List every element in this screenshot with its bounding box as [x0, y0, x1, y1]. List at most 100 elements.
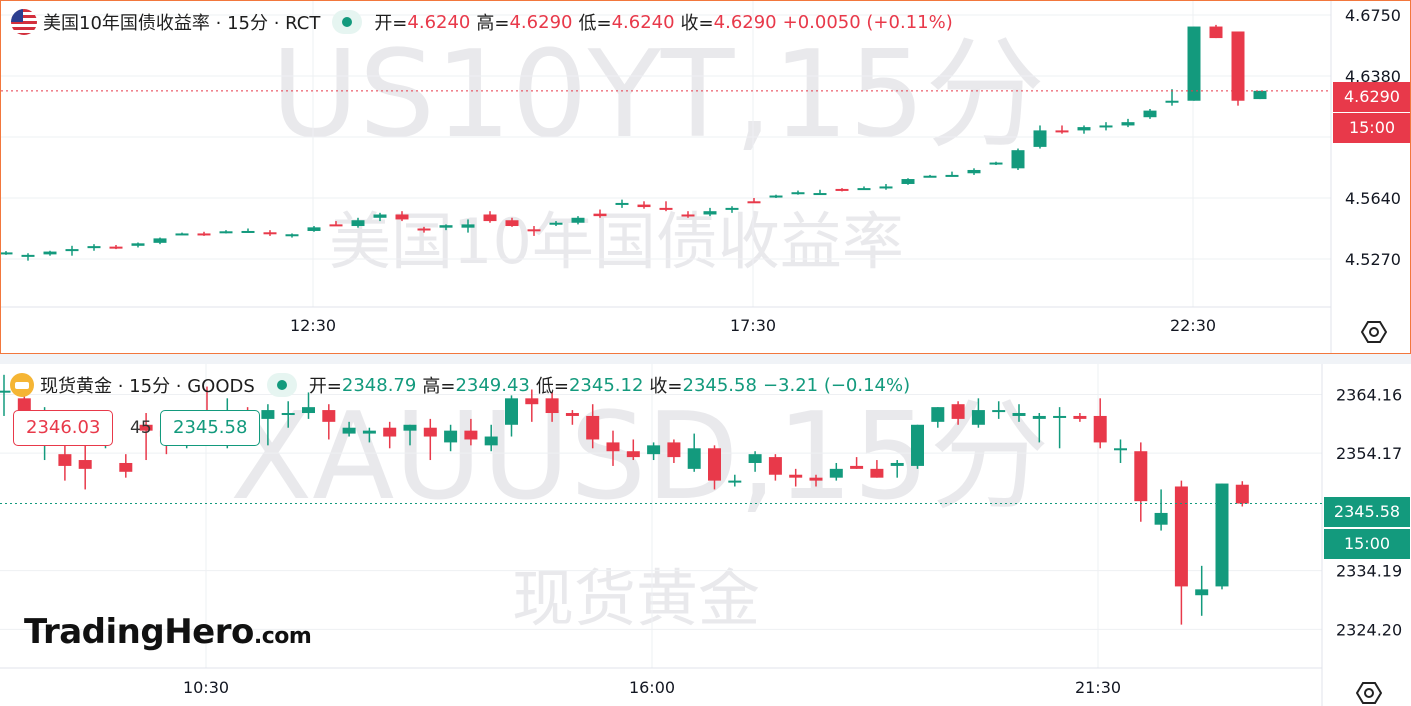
- candle[interactable]: [789, 468, 803, 487]
- gold-symbol-title[interactable]: 现货黄金 · 15分 · GOODS: [40, 376, 255, 397]
- candle[interactable]: [1121, 118, 1135, 128]
- candle[interactable]: [769, 194, 783, 198]
- candle[interactable]: [1165, 89, 1179, 106]
- candle[interactable]: [1253, 90, 1267, 100]
- candle[interactable]: [444, 424, 458, 452]
- candle[interactable]: [1077, 125, 1091, 134]
- candle[interactable]: [659, 201, 673, 212]
- candle[interactable]: [870, 460, 884, 478]
- candle[interactable]: [263, 230, 277, 236]
- candle[interactable]: [65, 245, 79, 256]
- candle[interactable]: [1055, 125, 1069, 134]
- candle[interactable]: [1209, 24, 1223, 39]
- candle[interactable]: [571, 216, 585, 225]
- candle[interactable]: [1174, 480, 1188, 625]
- candle[interactable]: [708, 445, 721, 490]
- candle[interactable]: [461, 219, 475, 233]
- candle[interactable]: [951, 401, 965, 425]
- candle[interactable]: [1032, 413, 1046, 443]
- candle[interactable]: [373, 212, 387, 222]
- candle[interactable]: [362, 427, 376, 443]
- yield-symbol-title[interactable]: 美国10年国债收益率 · 15分 · RCT: [43, 13, 321, 34]
- candle[interactable]: [703, 207, 717, 217]
- candle[interactable]: [219, 230, 233, 234]
- candle[interactable]: [809, 474, 823, 487]
- candle[interactable]: [989, 161, 1003, 166]
- candle[interactable]: [1, 251, 13, 255]
- candle[interactable]: [593, 209, 607, 218]
- candle[interactable]: [1231, 31, 1245, 106]
- candle[interactable]: [606, 430, 620, 466]
- candle[interactable]: [119, 454, 133, 478]
- candle[interactable]: [829, 462, 843, 481]
- candle[interactable]: [626, 439, 640, 461]
- candle[interactable]: [0, 374, 11, 416]
- candle[interactable]: [945, 171, 959, 177]
- candle[interactable]: [748, 451, 762, 472]
- candle[interactable]: [681, 211, 695, 218]
- candle[interactable]: [395, 211, 409, 222]
- candle[interactable]: [1143, 108, 1157, 119]
- buy-price-button[interactable]: 2345.58: [160, 410, 261, 446]
- candle[interactable]: [403, 424, 417, 446]
- candle[interactable]: [322, 404, 336, 440]
- candle[interactable]: [153, 237, 167, 245]
- candle[interactable]: [901, 178, 915, 185]
- candle[interactable]: [1134, 442, 1148, 522]
- candle[interactable]: [667, 439, 681, 463]
- candle[interactable]: [351, 217, 365, 228]
- candle[interactable]: [1011, 148, 1025, 170]
- candle[interactable]: [813, 189, 827, 196]
- candle[interactable]: [565, 410, 579, 425]
- candle[interactable]: [285, 233, 299, 238]
- candle[interactable]: [1073, 413, 1087, 422]
- candle[interactable]: [931, 407, 945, 428]
- candle[interactable]: [131, 242, 145, 248]
- candle[interactable]: [549, 221, 563, 227]
- candle[interactable]: [139, 413, 153, 461]
- candle[interactable]: [857, 186, 871, 191]
- candle[interactable]: [527, 226, 541, 236]
- candle[interactable]: [307, 226, 321, 232]
- candle[interactable]: [1195, 565, 1209, 616]
- candle[interactable]: [647, 442, 661, 461]
- candle[interactable]: [58, 442, 72, 481]
- candle[interactable]: [78, 442, 92, 490]
- candle[interactable]: [423, 418, 437, 461]
- yield-candlestick-chart[interactable]: US10YT,15分美国10年国债收益率4.67504.63804.60104.…: [1, 1, 1411, 354]
- candle[interactable]: [1053, 407, 1067, 449]
- candle[interactable]: [911, 424, 924, 469]
- candle[interactable]: [1033, 125, 1047, 149]
- candle[interactable]: [637, 201, 651, 209]
- candle[interactable]: [525, 389, 539, 422]
- candle[interactable]: [890, 460, 904, 478]
- pane-separator[interactable]: [0, 354, 1411, 364]
- candle[interactable]: [505, 217, 519, 227]
- candle[interactable]: [586, 404, 600, 449]
- candle[interactable]: [1012, 404, 1026, 422]
- candle[interactable]: [971, 398, 985, 428]
- candle[interactable]: [747, 197, 761, 204]
- candle[interactable]: [835, 188, 849, 192]
- candle[interactable]: [728, 474, 742, 487]
- candle[interactable]: [175, 232, 189, 236]
- candle[interactable]: [879, 183, 893, 190]
- candle[interactable]: [992, 401, 1006, 419]
- candle[interactable]: [725, 206, 739, 213]
- candle[interactable]: [505, 395, 518, 437]
- candle[interactable]: [1235, 481, 1249, 507]
- candle[interactable]: [967, 168, 981, 175]
- candle[interactable]: [1215, 483, 1229, 590]
- candle[interactable]: [850, 457, 864, 469]
- candle[interactable]: [615, 199, 629, 208]
- candle[interactable]: [1154, 489, 1168, 531]
- candle[interactable]: [87, 244, 101, 251]
- candle[interactable]: [1187, 26, 1201, 101]
- candle[interactable]: [197, 231, 211, 236]
- candle[interactable]: [21, 253, 35, 261]
- candle[interactable]: [281, 401, 295, 428]
- candle[interactable]: [484, 424, 498, 452]
- candle[interactable]: [329, 221, 343, 227]
- candle[interactable]: [791, 190, 805, 195]
